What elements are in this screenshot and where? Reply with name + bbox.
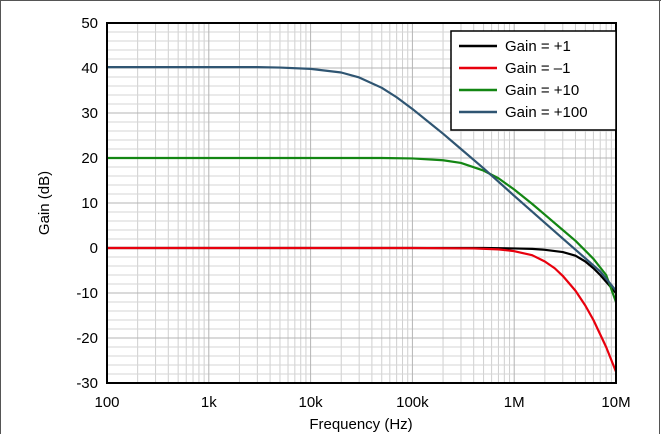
y-axis-label: Gain (dB)	[36, 171, 53, 235]
legend-label-3: Gain = +10	[505, 82, 579, 99]
legend: Gain = +1 Gain = –1 Gain = +10 Gain = +100	[450, 30, 617, 131]
legend-box	[450, 30, 617, 131]
y-axis-ticks: 50 40 30 20 10 0 -10 -20 -30	[76, 15, 98, 392]
y-tick-label: 0	[90, 240, 98, 257]
y-tick-label: 20	[81, 150, 98, 167]
y-tick-label: 40	[81, 60, 98, 77]
x-tick-label: 100	[94, 394, 119, 411]
y-tick-label: 30	[81, 105, 98, 122]
x-axis-ticks: 100 1k 10k 100k 1M 10M	[94, 394, 630, 411]
y-tick-label: -30	[76, 375, 98, 392]
x-tick-label: 1M	[504, 394, 525, 411]
y-tick-label: 50	[81, 15, 98, 32]
series-line-2	[107, 246, 618, 373]
series-line-1	[107, 246, 617, 294]
x-axis-label: Frequency (Hz)	[309, 416, 412, 433]
y-tick-label: 10	[81, 195, 98, 212]
legend-label-1: Gain = +1	[505, 38, 571, 55]
x-tick-label: 1k	[201, 394, 217, 411]
y-tick-label: -10	[76, 285, 98, 302]
legend-label-2: Gain = –1	[505, 60, 570, 77]
x-tick-label: 10k	[299, 394, 324, 411]
legend-label-4: Gain = +100	[505, 104, 588, 121]
series-line-4	[107, 65, 617, 292]
series-line-3	[107, 156, 618, 303]
x-tick-label: 100k	[396, 394, 429, 411]
x-tick-label: 10M	[601, 394, 630, 411]
plot-area-border	[106, 22, 617, 384]
y-tick-label: -20	[76, 330, 98, 347]
series-layer	[107, 65, 618, 373]
